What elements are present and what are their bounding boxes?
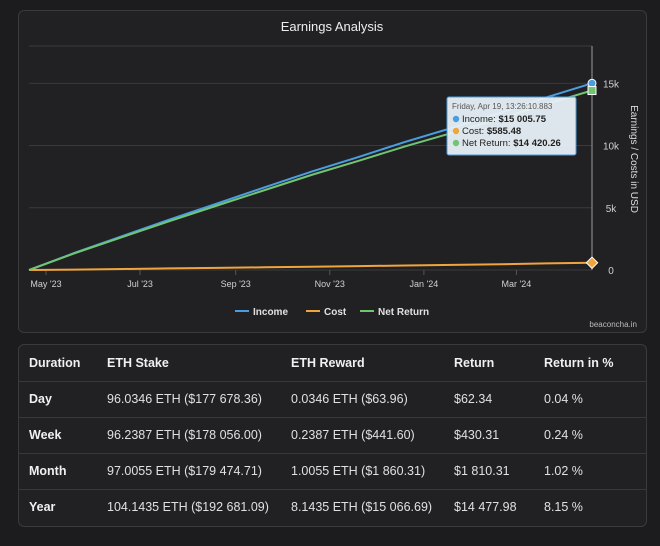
x-tick-label: Jul '23 [127, 279, 153, 289]
cell-return-percent: 0.24 % [534, 416, 646, 453]
cell-return-percent: 1.02 % [534, 452, 646, 489]
legend-label: Cost [324, 307, 347, 318]
cell-return-percent: 0.04 % [544, 392, 583, 406]
cell-eth-reward: 1.0055 ETH ($1 860.31) [281, 452, 444, 489]
tooltip-row-value: $15 005.75 [498, 114, 546, 125]
cell-duration: Year [19, 488, 97, 525]
cell-eth-reward: 8.1435 ETH ($15 066.69) [281, 488, 444, 525]
y-tick-label: 5k [606, 204, 618, 215]
tooltip-row-value: $14 420.26 [513, 138, 561, 149]
tooltip-marker [452, 139, 460, 147]
tooltip-row: Net Return: $14 420.26 [462, 138, 561, 149]
cell-return: $1 810.31 [444, 452, 534, 489]
table-header-row: Duration ETH Stake ETH Reward Return Ret… [19, 345, 646, 382]
cell-eth-stake: 96.2387 ETH ($178 056.00) [97, 416, 281, 453]
tooltip-row-label: Cost: [462, 126, 487, 137]
tooltip-date: Friday, Apr 19, 13:26:10.883 [452, 102, 553, 111]
x-tick-label: Nov '23 [315, 279, 345, 289]
cell-eth-reward: 0.0346 ETH ($63.96) [291, 392, 408, 406]
x-tick-label: Sep '23 [221, 279, 251, 289]
tooltip-marker [452, 115, 460, 123]
table-row-day: Day 96.0346 ETH ($177 678.36) 0.0346 ETH… [19, 381, 646, 417]
y-tick-label: 0 [608, 266, 614, 277]
y-tick-label: 10k [603, 142, 620, 153]
tooltip-marker [452, 127, 460, 135]
cost-point [585, 256, 599, 270]
header-eth-reward: ETH Reward [281, 345, 444, 382]
cell-eth-stake: 104.1435 ETH ($192 681.09) [97, 488, 281, 525]
returns-table-card: Duration ETH Stake ETH Reward Return Ret… [18, 344, 647, 527]
earnings-chart[interactable]: Earnings Analysis 0 5k 10k 15k May '23 Jul '23… [19, 11, 646, 332]
tooltip-row-label: Net Return: [462, 138, 513, 149]
tooltip-box [446, 96, 577, 156]
cell-eth-stake: 97.0055 ETH ($179 474.71) [97, 452, 281, 489]
cell-duration: Month [19, 452, 97, 489]
legend-label: Income [253, 307, 288, 318]
y-tick-label: 15k [603, 79, 620, 90]
cell-return: $430.31 [444, 416, 534, 453]
cell-eth-reward: 0.2387 ETH ($441.60) [281, 416, 444, 453]
cell-duration: Day [29, 392, 52, 406]
header-return-percent: Return in % [534, 345, 646, 382]
earnings-chart-card: Earnings Analysis 0 5k 10k 15k May '23 Jul '23… [18, 10, 647, 333]
tooltip-row: Cost: $585.48 [462, 126, 521, 137]
cost-series-line [28, 261, 593, 271]
legend-net-return[interactable]: Net Return [360, 307, 429, 318]
chart-title: Earnings Analysis [281, 19, 384, 34]
legend-income[interactable]: Income [235, 307, 288, 318]
header-duration: Duration [19, 345, 97, 382]
legend-label: Net Return [378, 307, 429, 318]
table-row-week: Week 96.2387 ETH ($178 056.00) 0.2387 ET… [19, 416, 646, 453]
y-axis-label: Earnings / Costs in USD [628, 105, 639, 213]
legend-cost[interactable]: Cost [306, 307, 347, 318]
header-return: Return [444, 345, 534, 382]
header-eth-stake: ETH Stake [97, 345, 281, 382]
tooltip-row: Income: $15 005.75 [462, 114, 547, 125]
cell-duration: Week [19, 416, 97, 453]
chart-credit: beaconcha.in [589, 320, 637, 329]
table-row-year: Year 104.1435 ETH ($192 681.09) 8.1435 E… [19, 488, 646, 525]
table-row-month: Month 97.0055 ETH ($179 474.71) 1.0055 E… [19, 452, 646, 489]
cell-return-percent: 8.15 % [534, 488, 646, 525]
cell-eth-stake: 96.0346 ETH ($177 678.36) [107, 392, 262, 406]
cell-return: $14 477.98 [444, 488, 534, 525]
net-return-point [587, 86, 597, 96]
chart-tooltip: Friday, Apr 19, 13:26:10.883 Income: $15 … [446, 96, 577, 156]
cell-return: $62.34 [454, 392, 493, 406]
tooltip-row-label: Income: [462, 114, 498, 125]
tooltip-row-value: $585.48 [487, 126, 521, 137]
x-tick-label: May '23 [30, 279, 61, 289]
x-tick-label: Mar '24 [502, 279, 532, 289]
x-tick-label: Jan '24 [409, 279, 438, 289]
returns-table: Duration ETH Stake ETH Reward Return Ret… [19, 345, 646, 525]
